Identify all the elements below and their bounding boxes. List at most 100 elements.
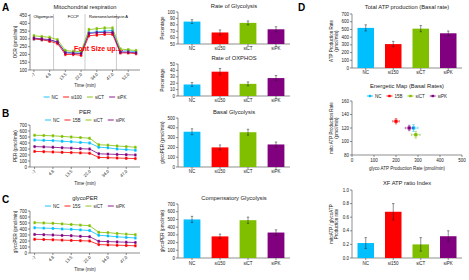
bar <box>240 132 257 167</box>
error-bar <box>395 119 397 124</box>
marker <box>41 38 43 40</box>
x-tick <box>52 167 53 169</box>
error-bar <box>88 236 90 238</box>
y-tick-label: 100 <box>167 155 175 160</box>
marker <box>52 151 54 153</box>
y-tick-label: 0 <box>172 256 175 261</box>
error-bar <box>127 51 129 53</box>
y-tick <box>28 15 30 16</box>
error-bar <box>72 52 74 54</box>
x-tick-label: 52.0 <box>121 71 131 81</box>
legend: NCsi100siCTsiPK <box>44 95 127 100</box>
x-tick-label: siPK <box>444 261 453 266</box>
marker <box>96 31 98 33</box>
y-tick <box>28 155 30 156</box>
y-tick-label: 350 <box>19 29 27 34</box>
marker <box>43 238 45 240</box>
x-tick-label: siPK <box>271 98 280 103</box>
y-tick-label: 140 <box>341 112 349 117</box>
error-bar <box>392 204 394 220</box>
legend: NC15SsiCTsiPK <box>45 204 125 209</box>
marker <box>33 38 35 40</box>
marker <box>33 227 35 229</box>
y-tick <box>350 203 352 204</box>
legend-marker <box>432 95 434 97</box>
marker <box>52 227 54 229</box>
error-bar <box>88 32 90 34</box>
y-axis-line <box>30 14 31 70</box>
y-tick-label: 0 <box>346 66 349 71</box>
error-bar <box>52 227 54 229</box>
marker <box>70 223 72 225</box>
error-bar <box>88 240 90 242</box>
legend-item: 15B <box>64 118 80 123</box>
x-tick-label: 22.0 <box>74 71 84 81</box>
legend-label: NC <box>53 118 60 123</box>
error-bar <box>134 237 136 239</box>
legend-swatch <box>63 97 69 98</box>
marker <box>79 224 81 226</box>
x-tick-label: 34.0 <box>101 168 111 178</box>
legend-item: siCT <box>87 95 104 100</box>
y-tick <box>28 161 30 162</box>
legend-label: siPK <box>117 95 126 100</box>
chart-title: glycoPER <box>72 195 97 201</box>
error-bar <box>116 153 118 155</box>
y-tick-label: 400 <box>19 21 27 26</box>
x-tick-label: -7 <box>31 168 38 175</box>
marker <box>125 154 127 156</box>
marker <box>116 244 118 246</box>
chart-title: Rate of OXPHOS <box>211 55 256 61</box>
annotations: OligomycinFCCPRotenone/antimycin AFont S… <box>33 14 128 53</box>
series <box>393 119 400 124</box>
y-tick <box>176 83 178 84</box>
error-bar <box>125 149 127 151</box>
x-tick-label: 34.0 <box>101 254 111 264</box>
legend-label: siPK <box>116 204 125 209</box>
y-axis-label: PER (pmol/min) <box>13 130 18 162</box>
chart-title: PER <box>79 109 91 115</box>
error-bar <box>275 142 277 147</box>
x-tick <box>374 155 375 157</box>
x-tick <box>81 70 82 72</box>
error-bar <box>107 147 109 149</box>
y-tick <box>28 31 30 32</box>
error-bar <box>43 151 45 153</box>
y-tick-label: 0.6 <box>343 215 350 220</box>
y-tick <box>28 223 30 224</box>
y-tick <box>176 44 178 45</box>
error-bar <box>52 222 54 224</box>
y-tick <box>176 64 178 65</box>
marker <box>70 228 72 230</box>
error-bar <box>64 52 66 54</box>
error-bar <box>116 232 118 234</box>
x-tick-label: NC <box>363 70 370 75</box>
y-tick-label: 400 <box>341 35 349 40</box>
error-bar <box>275 76 277 81</box>
error-bar <box>116 244 118 246</box>
y-tick <box>28 229 30 230</box>
x-tick-label: 4.8 <box>47 254 55 262</box>
y-tick <box>176 70 178 71</box>
error-bar <box>61 228 63 230</box>
error-bar <box>415 131 417 138</box>
x-tick-label: siCT <box>243 169 252 174</box>
legend-swatch <box>108 206 114 207</box>
error-bar <box>125 236 127 238</box>
legend-swatch <box>44 97 50 98</box>
y-tick <box>176 211 178 212</box>
marker <box>52 222 54 224</box>
plot-area <box>33 14 138 70</box>
x-tick-label: 22.0 <box>82 168 92 178</box>
y-tick <box>350 60 352 61</box>
y-tick <box>28 38 30 39</box>
error-bar <box>43 146 45 148</box>
error-bar <box>61 234 63 236</box>
marker <box>79 240 81 242</box>
error-bar <box>107 153 109 155</box>
marker <box>41 38 43 40</box>
marker <box>116 241 118 243</box>
bar <box>440 33 457 68</box>
x-tick <box>420 258 421 260</box>
axes: 0.00.20.40.60.81.0mitoATP / glycoATPProd… <box>329 180 462 266</box>
